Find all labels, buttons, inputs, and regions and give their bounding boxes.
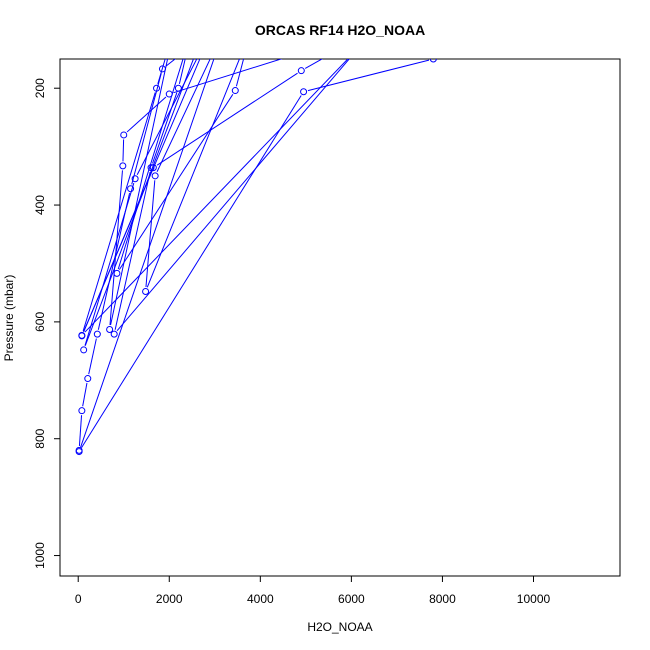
series-segment [110,59,169,326]
series-segment [136,59,198,175]
x-axis: 0 2000 4000 6000 8000 10000 [75,575,551,606]
series-layer [75,59,437,456]
data-point [153,84,161,92]
data-point [113,269,121,277]
series-segment [178,59,186,84]
y-tick-label: 400 [33,195,47,215]
data-point [165,90,173,98]
x-tick-label: 8000 [429,592,456,606]
x-tick-label: 4000 [247,592,274,606]
data-point [75,448,83,456]
y-tick-label: 800 [33,428,47,448]
series-segment [146,59,240,288]
series-segment [307,59,430,92]
data-point [80,346,88,354]
data-point [297,67,305,75]
series-segment [83,171,153,332]
x-tick-label: 10000 [517,592,551,606]
data-point [110,330,118,338]
series-segment [304,59,323,69]
data-point [151,172,159,180]
series-segment [235,59,245,87]
series-segment [122,139,125,162]
series-segment [81,95,302,449]
x-tick-label: 6000 [338,592,365,606]
series-segment [116,59,350,332]
x-tick-label: 0 [75,592,82,606]
data-point [93,330,101,338]
series-clip-group [75,59,437,456]
series-segment [84,182,135,346]
data-point [120,131,128,139]
series-segment [173,59,283,94]
data-point [127,185,135,193]
series-segment [114,171,151,330]
data-point [78,331,86,339]
data-point [300,88,308,96]
chart-title: ORCAS RF14 H2O_NOAA [255,22,425,38]
data-point [142,288,150,296]
series-segment [84,59,349,333]
series-segment [165,59,176,67]
data-point [231,87,239,95]
data-point [429,59,437,63]
data-point [158,65,166,73]
data-point [106,325,114,333]
y-tick-label: 200 [33,78,47,98]
series-segment [78,415,83,446]
series-segment [88,338,97,375]
series-segment [152,92,178,164]
data-point [149,164,157,172]
y-axis: 200 400 600 800 1000 [33,78,61,569]
series-segment [156,72,298,166]
data-point [78,407,86,415]
data-point [131,175,139,183]
data-point [174,84,182,92]
data-point [147,164,155,172]
series-segment [157,59,166,85]
series-segment [156,59,211,172]
series-segment [131,73,162,185]
y-axis-label: Pressure (mbar) [2,275,16,362]
series-segment [117,59,184,270]
series-segment [118,94,234,270]
data-point [84,375,92,383]
series-segment [82,382,88,407]
series-segment [145,180,156,288]
series-segment [80,59,215,448]
x-axis-label: H2O_NOAA [307,620,372,634]
x-tick-label: 2000 [156,592,183,606]
y-tick-label: 600 [33,312,47,332]
y-tick-label: 1000 [33,542,47,569]
series-segment [126,96,167,133]
series-segment [109,170,123,326]
data-point [119,162,127,170]
